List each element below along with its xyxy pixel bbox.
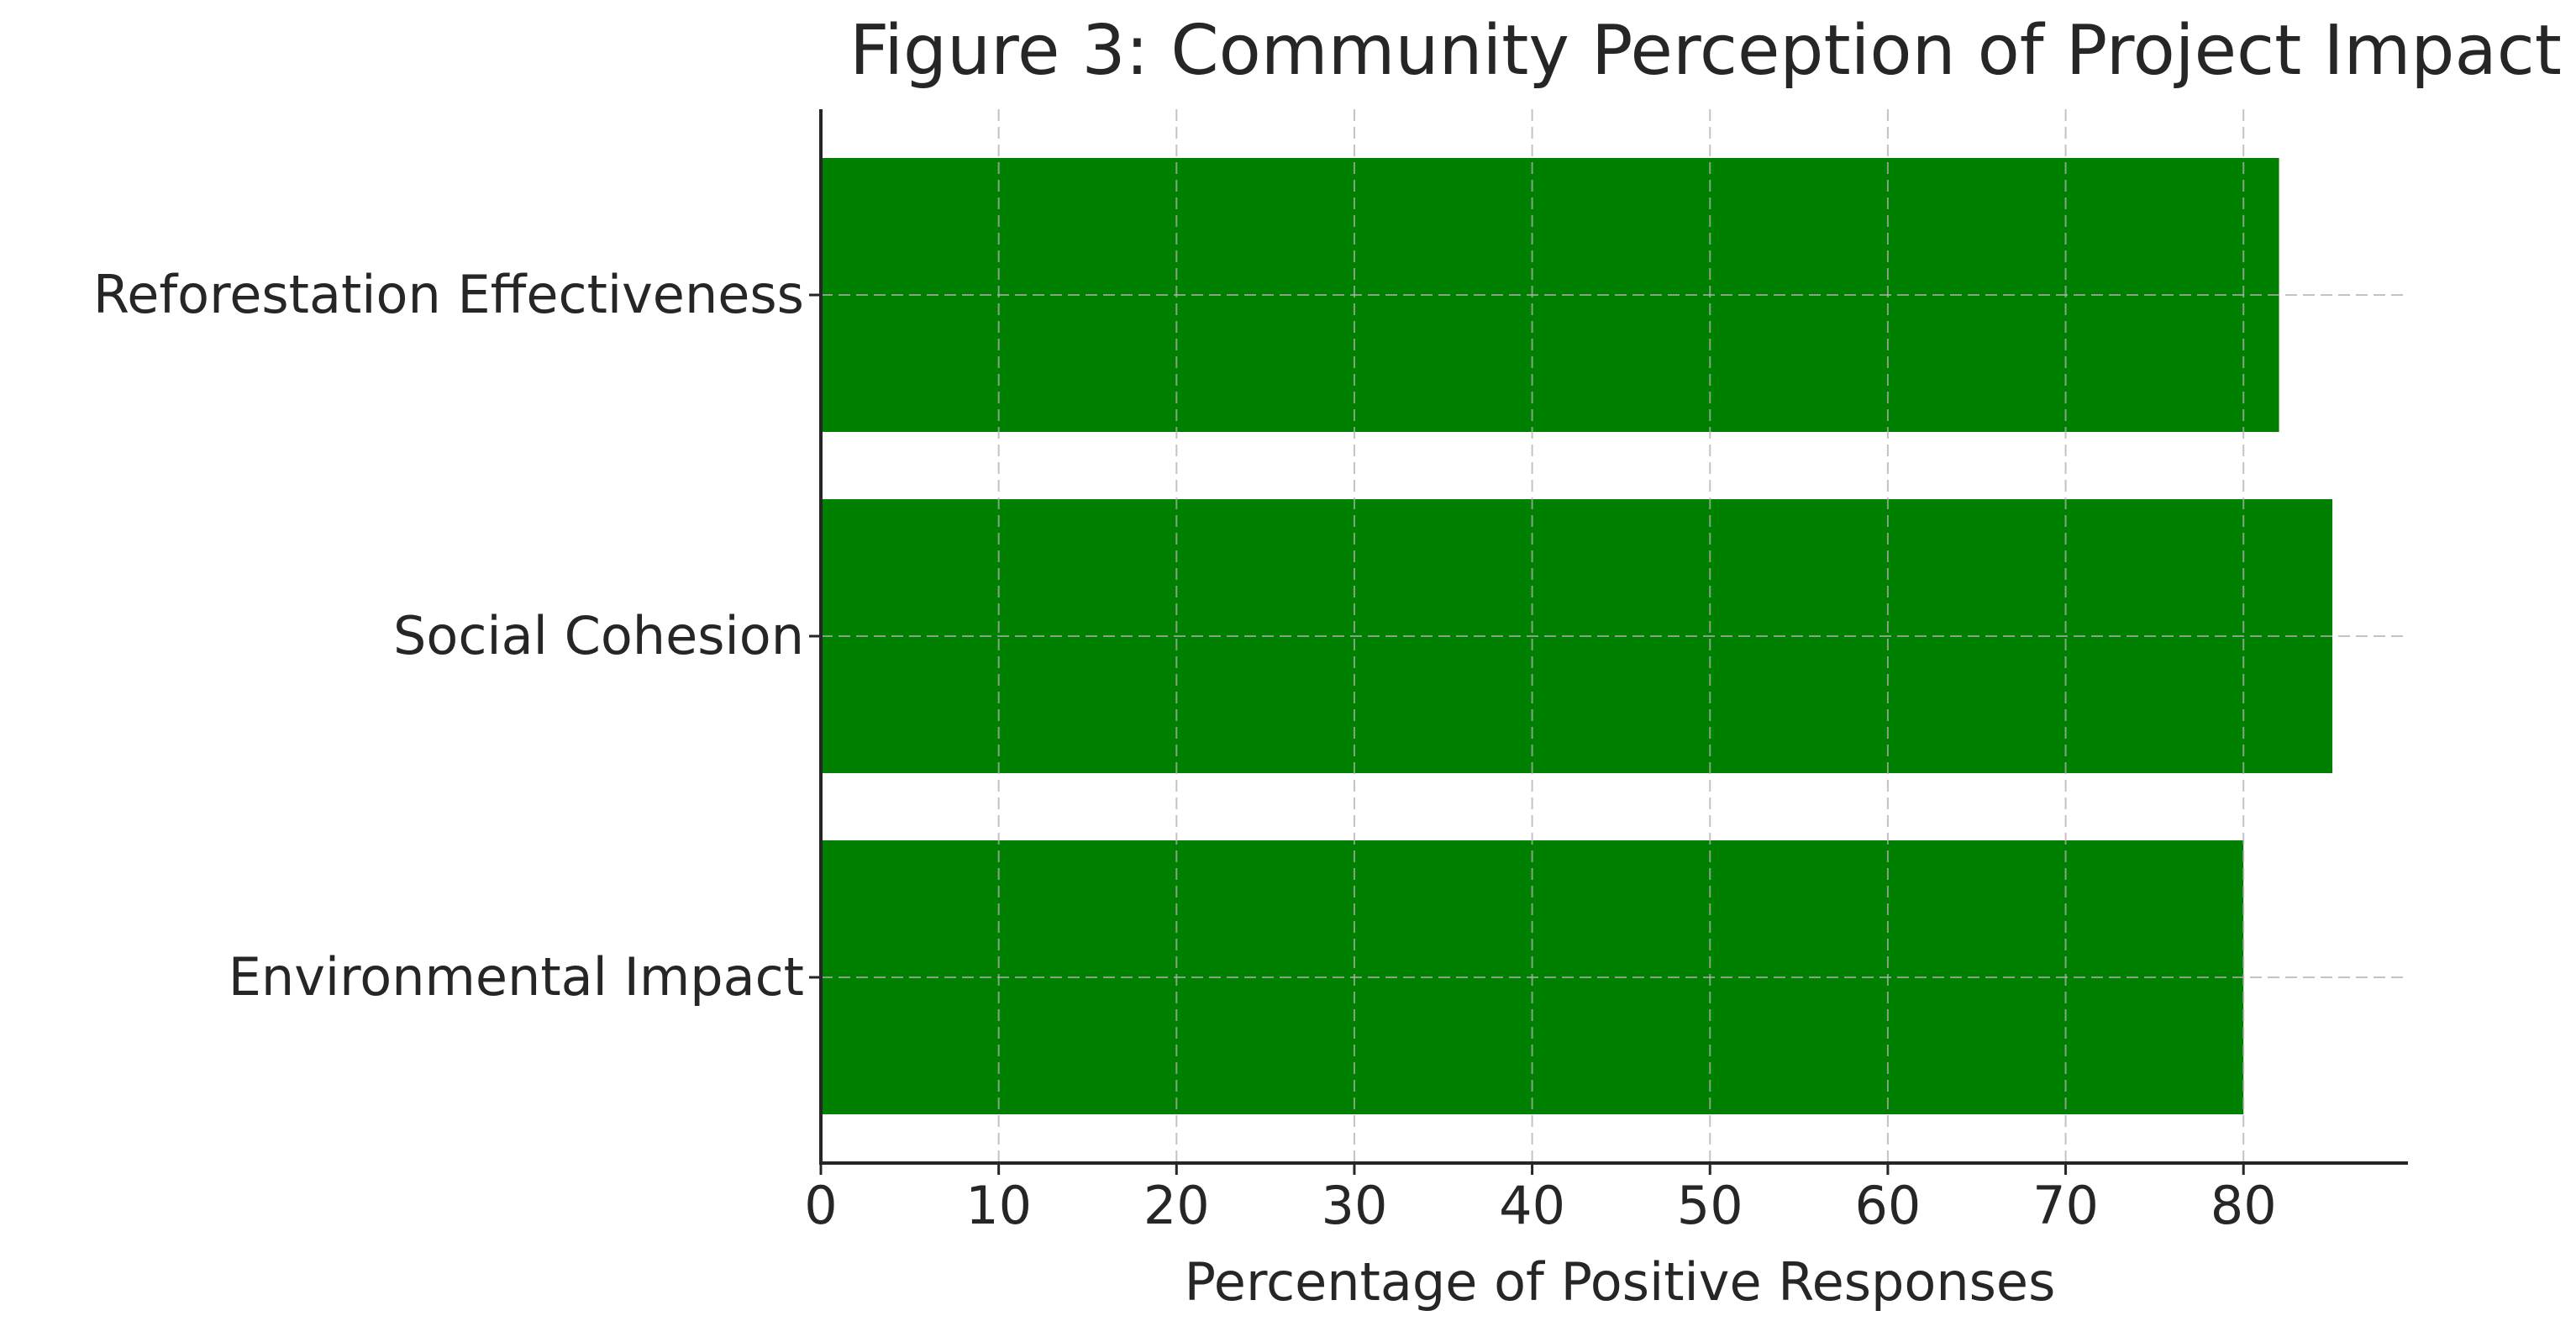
x-tick-label: 10 [965, 1175, 1032, 1236]
x-tick-label: 80 [2211, 1175, 2277, 1236]
bar-social-cohesion [821, 499, 2333, 773]
x-axis-label: Percentage of Positive Responses [1185, 1251, 2056, 1313]
x-tick-label: 0 [804, 1175, 837, 1236]
x-tick-label: 30 [1322, 1175, 1388, 1236]
axes-layer [809, 109, 2408, 1175]
y-tick-label-social-cohesion: Social Cohesion [393, 605, 804, 666]
bars-layer [821, 158, 2333, 1114]
x-tick-label: 60 [1854, 1175, 1921, 1236]
x-tick-label: 70 [2032, 1175, 2099, 1236]
x-tick-label: 50 [1677, 1175, 1743, 1236]
x-tick-label: 40 [1499, 1175, 1565, 1236]
x-tick-label: 20 [1143, 1175, 1210, 1236]
y-tick-label-reforestation-effectiveness: Reforestation Effectiveness [93, 264, 804, 325]
chart-title: Figure 3: Community Perception of Projec… [849, 11, 2562, 91]
labels-layer: 0 10 20 30 40 50 60 70 80 Environmental Impact Soc… [93, 264, 2277, 1236]
y-tick-label-environmental-impact: Environmental Impact [229, 946, 804, 1008]
